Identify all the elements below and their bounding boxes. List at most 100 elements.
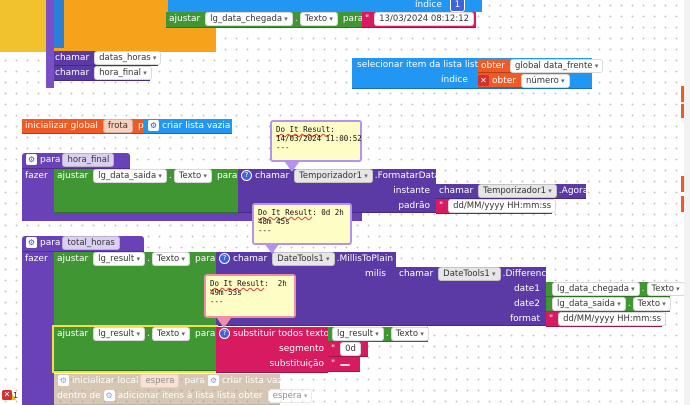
gear-icon[interactable]: ⚙ bbox=[148, 120, 159, 131]
proc-gear-icon-2[interactable]: ⚙ bbox=[26, 237, 37, 248]
init-local-label: inicializar local bbox=[72, 376, 139, 386]
texto-prop-dropdown-1[interactable]: Texto bbox=[173, 169, 212, 183]
lg-result-dropdown-2[interactable]: lg_result bbox=[93, 327, 145, 341]
warning-indicator[interactable]: ✕ 1 bbox=[0, 388, 22, 405]
fazer-label-wrap: fazer bbox=[25, 169, 48, 183]
criar-lista-label: criar lista vazia bbox=[162, 121, 231, 131]
top-para-label: para bbox=[342, 14, 364, 24]
help-icon-3[interactable]: ? bbox=[219, 328, 230, 339]
texto-prop-dropdown-6[interactable]: Texto bbox=[390, 327, 429, 341]
replace-label: substituir todos texto bbox=[233, 329, 330, 339]
top-blue-stripe bbox=[54, 0, 64, 48]
lg-result-dropdown-1[interactable]: lg_result bbox=[93, 252, 145, 266]
datetools-dropdown-1[interactable]: DateTools1 bbox=[272, 252, 335, 266]
adicionar-gear-icon[interactable]: ⚙ bbox=[103, 390, 115, 401]
proc-hora-final-header[interactable]: ⚙ para hora_final bbox=[22, 153, 130, 169]
pattern-text-block-1[interactable]: " dd/MM/yyyy HH:mm:ss bbox=[436, 199, 557, 214]
obter-data-frente-block[interactable]: obter global data_frente bbox=[478, 59, 604, 73]
segmento-label: segmento bbox=[279, 344, 324, 354]
proc-name-field[interactable]: hora_final bbox=[62, 153, 115, 167]
top-indice-row[interactable] bbox=[168, 0, 482, 12]
top-prop-dropdown[interactable]: Texto bbox=[299, 12, 338, 26]
segment-value[interactable]: 0d bbox=[340, 342, 361, 356]
proc-total-horas-header[interactable]: ⚙ para total_horas bbox=[22, 236, 144, 252]
chamar-label-5: chamar bbox=[233, 254, 268, 264]
criar-lista-gear-icon[interactable]: ⚙ bbox=[207, 375, 219, 386]
top-date-value[interactable]: 13/03/2024 08:12:12 bbox=[374, 12, 475, 26]
proc-total-horas-body bbox=[22, 252, 54, 405]
lg-data-saida-dropdown[interactable]: lg_data_saida bbox=[552, 297, 626, 311]
local-gear-icon[interactable]: ⚙ bbox=[58, 375, 69, 386]
texto-prop-dropdown-4[interactable]: Texto bbox=[632, 297, 671, 311]
texto-prop-dropdown-3[interactable]: Texto bbox=[646, 282, 685, 296]
chamar-label-2: chamar bbox=[55, 68, 90, 78]
pattern-value-2[interactable]: dd/MM/yyyy HH:mm:ss bbox=[558, 312, 667, 326]
global-data-frente-dropdown[interactable]: global data_frente bbox=[510, 59, 604, 73]
pattern-text-block-2[interactable]: " dd/MM/yyyy HH:mm:ss bbox=[546, 312, 667, 327]
agora-block[interactable]: chamar Temporizador1.Agora bbox=[436, 184, 588, 199]
obter-numero-block[interactable]: ✕ obter número bbox=[478, 74, 570, 88]
date2-getter-block[interactable]: lg_data_saida.Texto bbox=[546, 297, 671, 312]
top-target-dropdown[interactable]: lg_data_chegada bbox=[205, 12, 293, 26]
temporizador-dropdown-2[interactable]: Temporizador1 bbox=[478, 184, 557, 198]
top-yellow-stripe bbox=[0, 0, 46, 52]
ajustar-result-block-1[interactable]: ajustar lg_result.Texto para bbox=[54, 252, 216, 326]
formatar-method: .FormatarData bbox=[374, 171, 441, 181]
data-saida-dropdown[interactable]: lg_data_saida bbox=[93, 169, 167, 183]
top-dot: . bbox=[294, 14, 298, 24]
substitution-text-block[interactable]: " bbox=[328, 357, 360, 372]
quote-4: " bbox=[331, 359, 336, 369]
criar-lista-vazia-block[interactable]: ⚙ criar lista vazia bbox=[144, 119, 232, 134]
date1-getter-block[interactable]: lg_data_chegada.Texto bbox=[546, 282, 685, 297]
bubble-3-text: : 2h 49m 53s --- bbox=[210, 279, 287, 306]
padrao-label: padrão bbox=[398, 201, 430, 211]
dot-2: . bbox=[146, 254, 150, 264]
bubble-3-head: Do It Result bbox=[210, 279, 265, 288]
top-ajustar-block[interactable]: ajustar lg_data_chegada.Texto para bbox=[166, 12, 363, 28]
proc-name-field-2[interactable]: total_horas bbox=[62, 236, 120, 250]
ajustar-result-block-2[interactable]: ajustar lg_result.Texto para bbox=[54, 327, 216, 371]
millis-method: .MillisToPlain bbox=[336, 254, 394, 264]
proc-hora-final-dropdown[interactable]: hora_final bbox=[94, 66, 152, 80]
chamar-datas-horas-block[interactable]: chamar datas_horas bbox=[52, 51, 162, 66]
quote-1: " bbox=[439, 201, 444, 211]
top-date-text-block[interactable]: " 13/03/2024 08:12:12 bbox=[362, 12, 476, 28]
dot-6: . bbox=[385, 329, 389, 339]
text-getter-block[interactable]: lg_result.Texto bbox=[328, 327, 429, 342]
replace-all-block[interactable]: ? substituir todos texto segmento substit… bbox=[216, 327, 329, 373]
espera-dropdown[interactable]: espera bbox=[267, 389, 313, 403]
init-local-block[interactable]: ⚙ inicializar local espera para ⚙ criar lista… bbox=[54, 374, 313, 405]
datetools-dropdown-2[interactable]: DateTools1 bbox=[438, 267, 501, 281]
texto-prop-dropdown-5[interactable]: Texto bbox=[151, 327, 190, 341]
difference-method: .Difference bbox=[502, 269, 552, 279]
proc-para-label-2: para bbox=[40, 238, 61, 248]
texto-prop-dropdown-2[interactable]: Texto bbox=[151, 252, 190, 266]
chamar-label-4: chamar bbox=[439, 186, 474, 196]
bubble-2-head: Do It Result bbox=[258, 208, 313, 217]
warning-count: 1 bbox=[13, 391, 19, 400]
proc-datas-horas-dropdown[interactable]: datas_horas bbox=[94, 51, 162, 65]
chamar-label-6: chamar bbox=[399, 269, 434, 279]
pattern-value-1[interactable]: dd/MM/yyyy HH:mm:ss bbox=[448, 199, 557, 213]
proc-para-label: para bbox=[40, 155, 61, 165]
fazer-label-wrap-2: fazer bbox=[25, 252, 48, 266]
error-x-icon[interactable]: ✕ bbox=[478, 75, 489, 86]
temporizador-dropdown-1[interactable]: Temporizador1 bbox=[294, 169, 373, 183]
segment-text-block[interactable]: " 0d bbox=[328, 342, 368, 357]
help-icon-2[interactable]: ? bbox=[219, 253, 230, 264]
substitution-value[interactable] bbox=[340, 364, 351, 366]
vertical-scrollbar[interactable] bbox=[684, 0, 690, 405]
numero-dropdown[interactable]: número bbox=[521, 74, 570, 88]
global-name-field[interactable]: frota bbox=[102, 119, 133, 133]
proc-gear-icon[interactable]: ⚙ bbox=[26, 154, 37, 165]
local-name-field[interactable]: espera bbox=[140, 374, 180, 388]
ajustar-data-saida-block[interactable]: ajustar lg_data_saida.Texto para bbox=[54, 169, 238, 213]
lg-result-dropdown-3[interactable]: lg_result bbox=[332, 327, 384, 341]
chamar-hora-final-block[interactable]: chamar hora_final bbox=[52, 66, 152, 81]
lg-data-chegada-dropdown[interactable]: lg_data_chegada bbox=[552, 282, 640, 296]
obter-label-2: obter bbox=[492, 76, 516, 86]
init-global-block[interactable]: inicializar globalfrotapara bbox=[22, 119, 158, 134]
help-icon-1[interactable]: ? bbox=[241, 170, 252, 181]
top-indice-value[interactable]: 1 bbox=[449, 0, 466, 12]
